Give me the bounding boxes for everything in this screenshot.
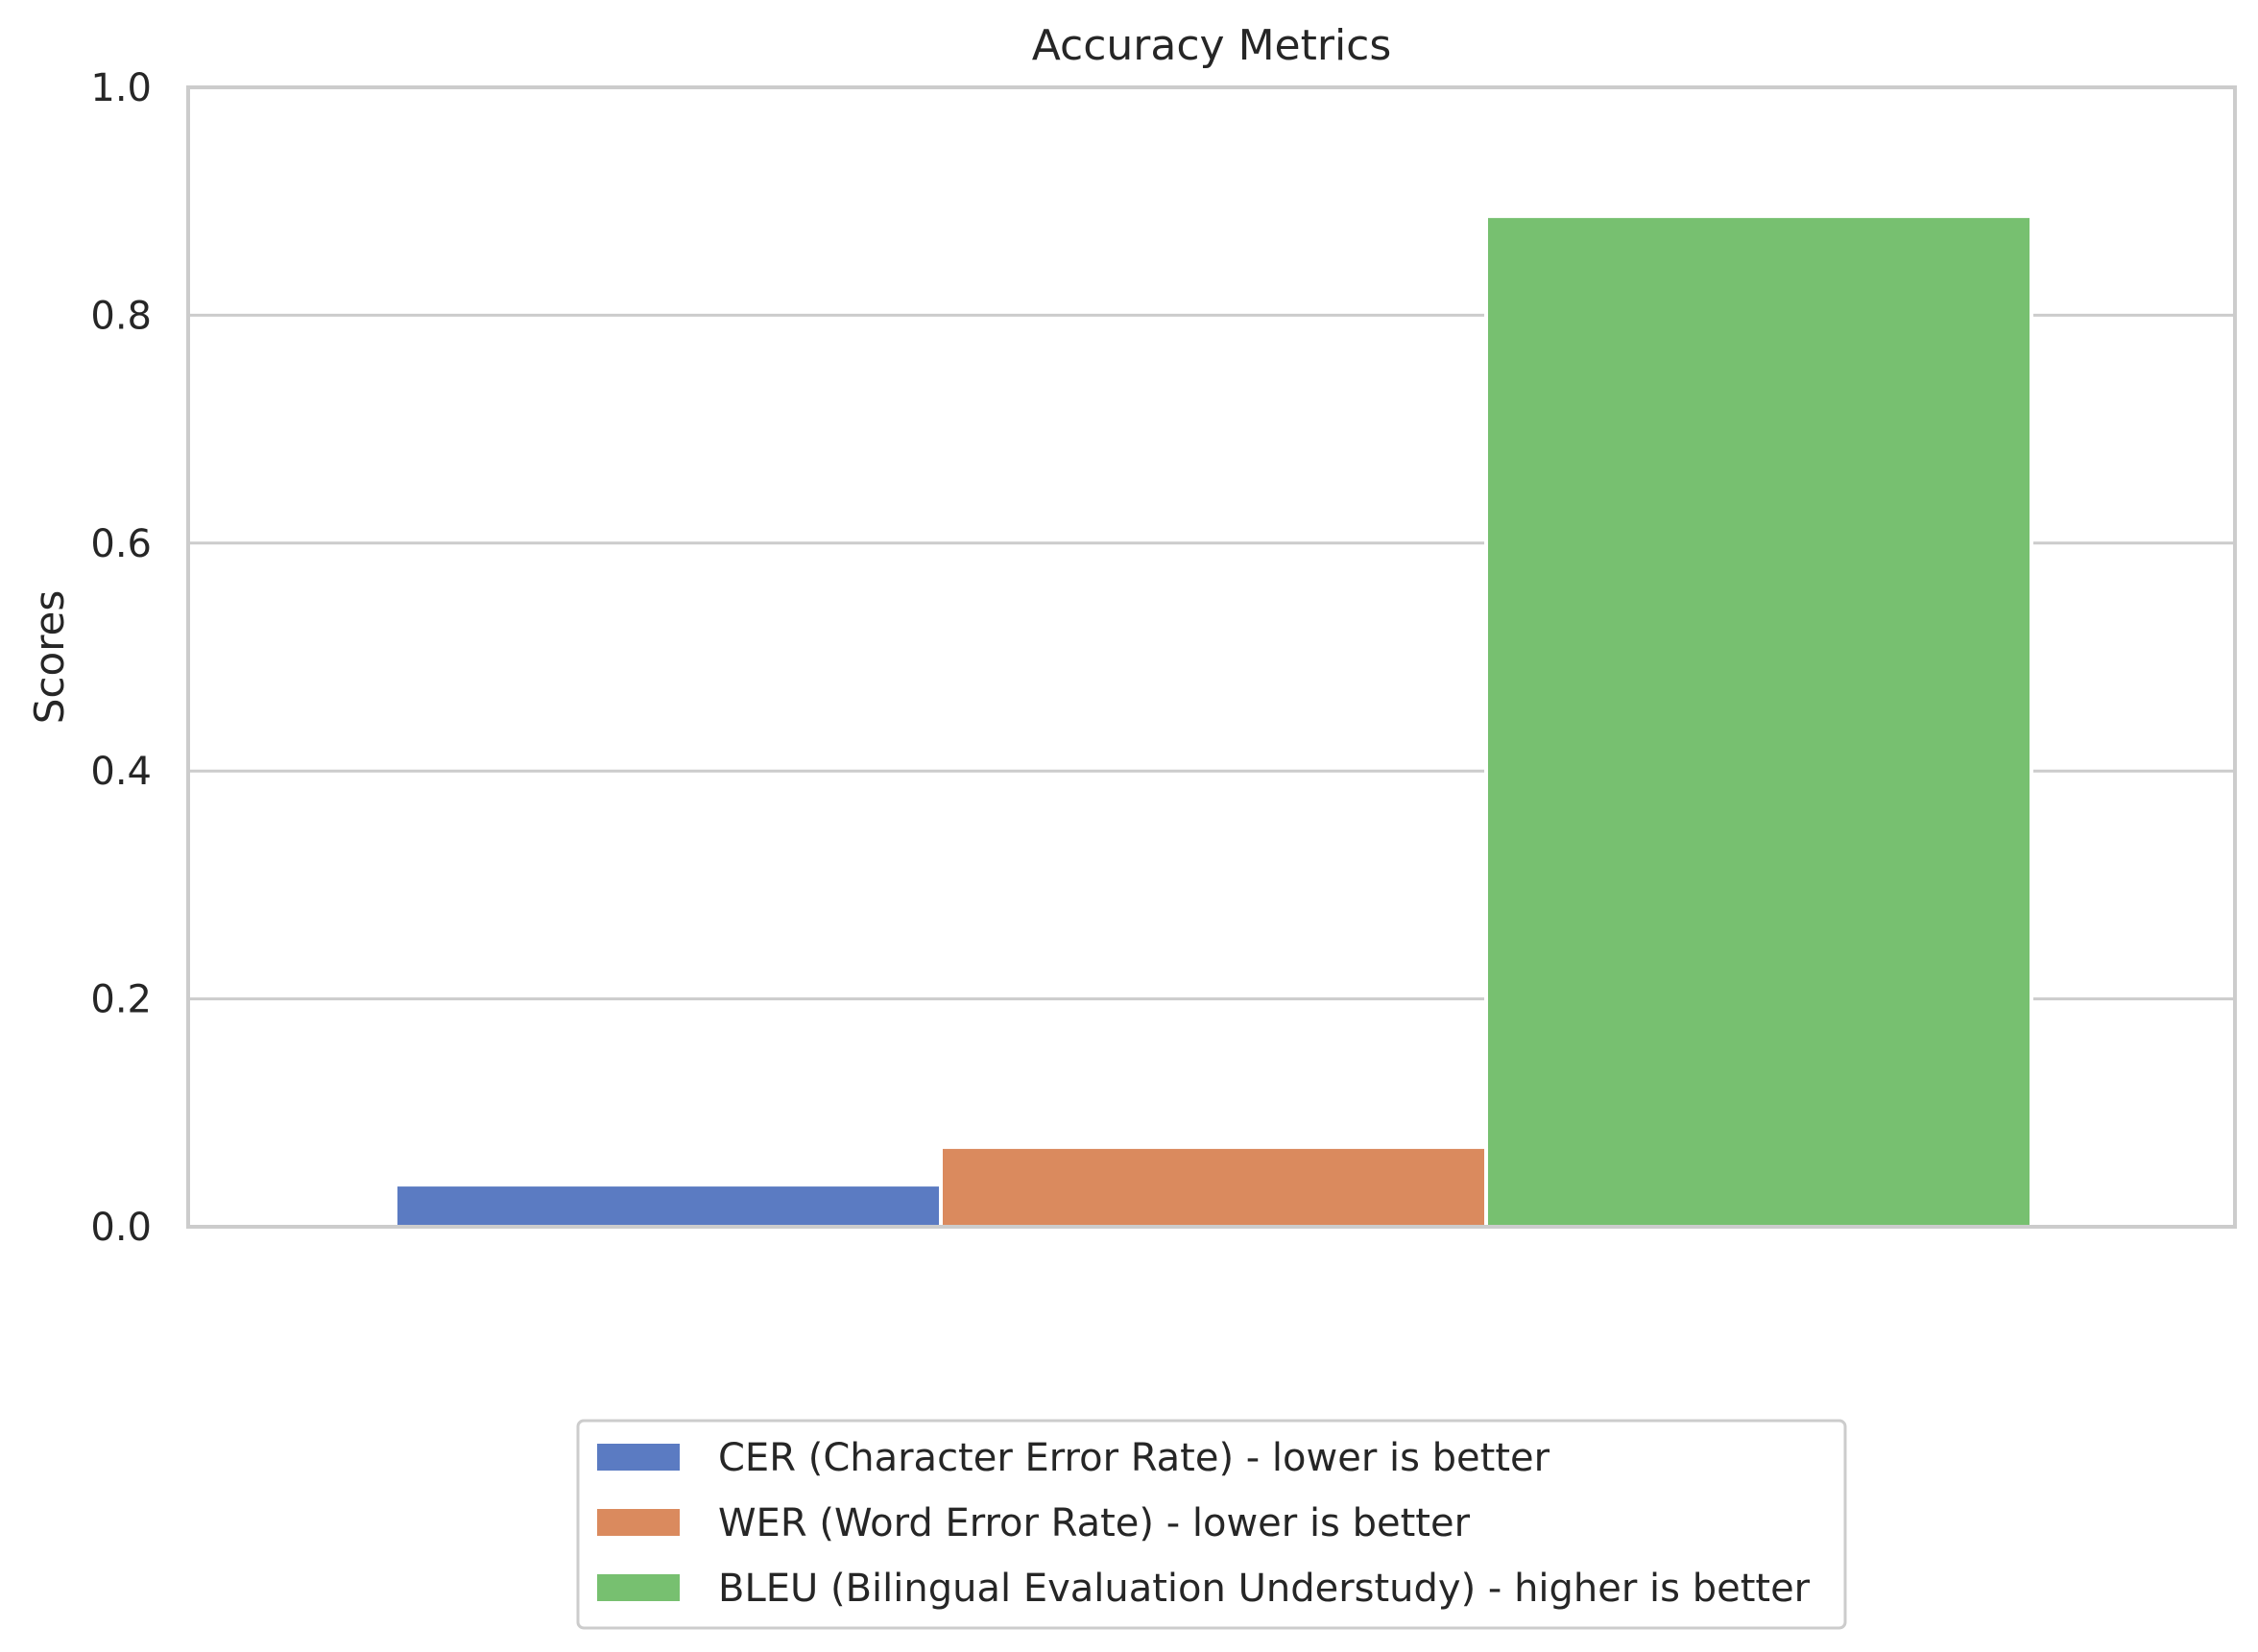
y-tick-label: 0.6 <box>90 522 152 566</box>
legend-swatch <box>597 1444 680 1471</box>
legend-label: BLEU (Bilingual Evaluation Understudy) -… <box>718 1567 1811 1611</box>
legend-swatch <box>597 1574 680 1601</box>
y-axis-label: Scores <box>26 590 73 725</box>
chart-title: Accuracy Metrics <box>1032 21 1392 70</box>
legend-label: CER (Character Error Rate) - lower is be… <box>718 1436 1550 1480</box>
y-tick-label: 1.0 <box>90 66 152 110</box>
bar-bleu <box>1484 214 2033 1230</box>
legend-box <box>576 1419 1847 1630</box>
legend-items: CER (Character Error Rate) - lower is be… <box>597 1436 1811 1611</box>
legend: CER (Character Error Rate) - lower is be… <box>576 1419 1847 1630</box>
y-tick-label: 0.0 <box>90 1206 152 1250</box>
y-tick-label: 0.8 <box>90 294 152 338</box>
y-tick-labels: 0.0 0.2 0.4 0.6 0.8 1.0 <box>90 66 152 1250</box>
y-tick-label: 0.4 <box>90 750 152 794</box>
bar-wer <box>939 1144 1488 1230</box>
plot-frame <box>186 85 2237 1229</box>
y-tick-label: 0.2 <box>90 978 152 1022</box>
legend-swatch <box>597 1509 680 1536</box>
bar-cer <box>394 1183 943 1230</box>
legend-label: WER (Word Error Rate) - lower is better <box>718 1501 1471 1545</box>
